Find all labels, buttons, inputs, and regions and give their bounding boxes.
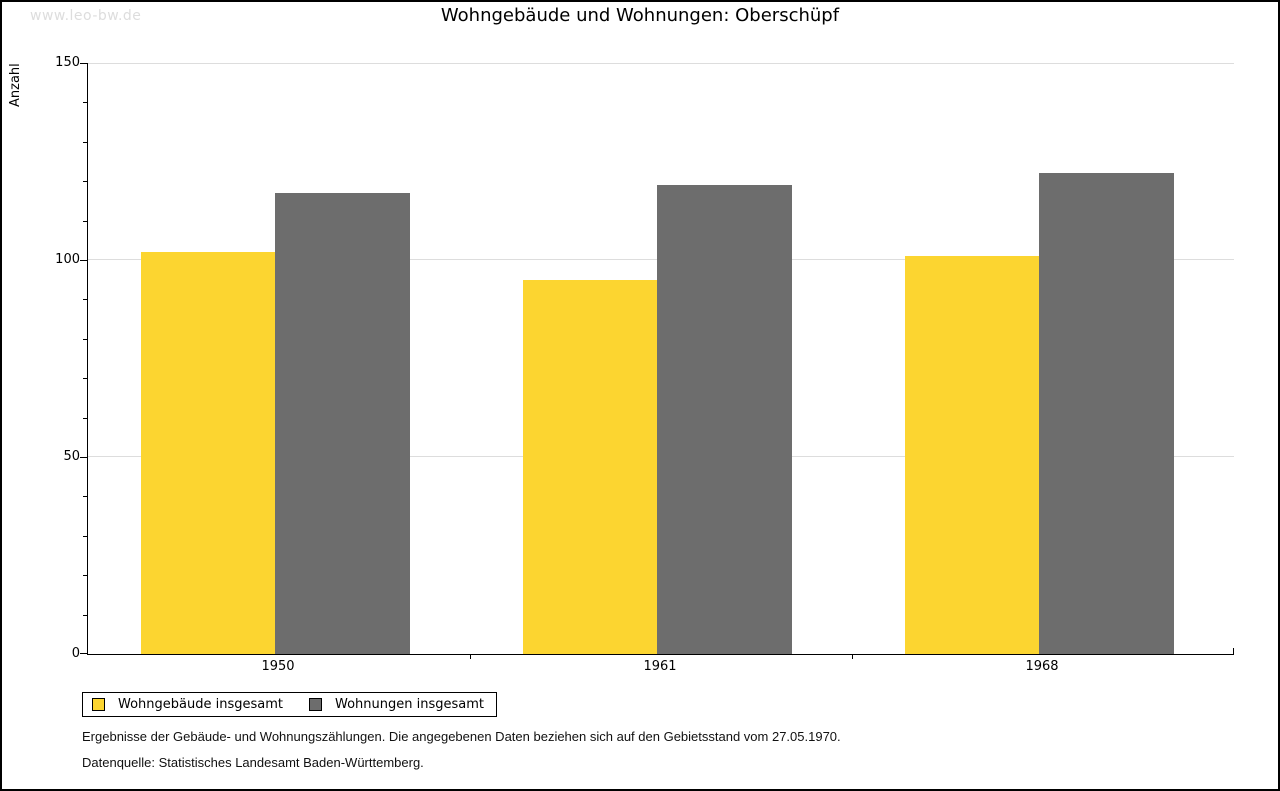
y-tick-label-50: 50 xyxy=(63,449,80,464)
y-tick-label-150: 150 xyxy=(55,55,80,70)
legend-box: Wohngebäude insgesamt Wohnungen insgesamt xyxy=(82,692,497,717)
footnote-source-note: Ergebnisse der Gebäude- und Wohnungszähl… xyxy=(82,729,841,744)
x-axis-endcap xyxy=(1233,648,1234,654)
legend-entry-0: Wohngebäude insgesamt xyxy=(92,697,283,712)
footnote-data-source: Datenquelle: Statistisches Landesamt Bad… xyxy=(82,755,424,770)
y-minor-tick-130 xyxy=(83,142,87,143)
bar-1950-series-0 xyxy=(141,252,275,654)
y-minor-tick-80 xyxy=(83,339,87,340)
bar-1961-series-1 xyxy=(657,185,792,654)
bar-1961-series-0 xyxy=(523,280,657,654)
y-minor-tick-110 xyxy=(83,221,87,222)
legend-entry-1: Wohnungen insgesamt xyxy=(309,697,484,712)
x-tick-label-1950: 1950 xyxy=(261,659,295,674)
y-axis-label: Anzahl xyxy=(8,63,23,107)
legend-label: Wohnungen insgesamt xyxy=(335,697,484,712)
y-minor-tick-60 xyxy=(83,418,87,419)
y-minor-tick-40 xyxy=(83,496,87,497)
plot-area xyxy=(80,63,1234,659)
y-major-tick-0 xyxy=(80,653,87,654)
watermark-text: www.leo-bw.de xyxy=(30,8,142,24)
y-minor-tick-90 xyxy=(83,299,87,300)
bar-1968-series-0 xyxy=(905,256,1039,654)
y-minor-tick-30 xyxy=(83,536,87,537)
bar-1968-series-1 xyxy=(1039,173,1174,654)
y-minor-tick-20 xyxy=(83,575,87,576)
y-major-tick-50 xyxy=(80,457,87,458)
y-minor-tick-120 xyxy=(83,181,87,182)
gridline-y-150 xyxy=(88,63,1234,64)
x-boundary-tick-2 xyxy=(852,654,853,659)
x-boundary-tick-1 xyxy=(470,654,471,659)
y-major-tick-150 xyxy=(80,63,87,64)
y-major-tick-100 xyxy=(80,260,87,261)
y-minor-tick-10 xyxy=(83,615,87,616)
bar-1950-series-1 xyxy=(275,193,410,654)
x-tick-label-1961: 1961 xyxy=(643,659,677,674)
legend-swatch-icon xyxy=(309,698,322,711)
y-tick-label-0: 0 xyxy=(71,646,80,661)
legend-label: Wohngebäude insgesamt xyxy=(118,697,283,712)
y-tick-label-100: 100 xyxy=(55,252,80,267)
y-minor-tick-140 xyxy=(83,102,87,103)
legend-swatch-icon xyxy=(92,698,105,711)
chart-title: Wohngebäude und Wohnungen: Oberschüpf xyxy=(440,5,840,26)
y-minor-tick-70 xyxy=(83,378,87,379)
x-tick-label-1968: 1968 xyxy=(1025,659,1059,674)
